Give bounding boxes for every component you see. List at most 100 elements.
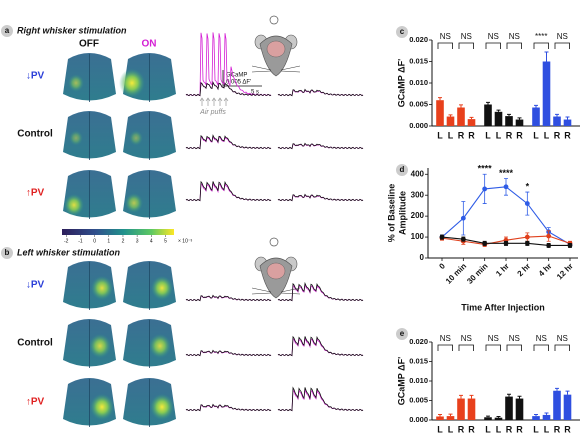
bar	[484, 417, 492, 420]
air-puff-arrow	[211, 97, 217, 106]
row-label: Control	[17, 338, 53, 349]
y-axis-label: GCaMP ΔF'	[396, 59, 406, 107]
x-tick-label: L	[448, 130, 454, 140]
trace	[277, 193, 364, 202]
bar	[494, 417, 503, 420]
point	[482, 186, 488, 192]
trace	[277, 88, 364, 97]
significance-label: NS	[557, 32, 568, 41]
row-label: ↓PV	[26, 280, 45, 291]
bar	[467, 398, 476, 420]
error-bar	[486, 415, 490, 418]
on-label: ON	[142, 39, 157, 50]
bar	[542, 61, 551, 126]
y-tick-label: 0.000	[409, 415, 428, 424]
error-bar	[496, 415, 501, 418]
significance-label: NS	[440, 32, 451, 41]
error-bar	[469, 394, 474, 399]
x-tick-label: R	[564, 424, 571, 434]
point	[524, 201, 530, 206]
activity-spot	[91, 275, 113, 301]
significance-bracket	[533, 42, 549, 49]
significance-bracket	[554, 344, 570, 351]
activity-spot	[90, 393, 114, 421]
objective	[269, 15, 279, 25]
x-tick-label: L	[533, 130, 539, 140]
x-tick-label: 4 hr	[537, 262, 554, 279]
bar	[467, 119, 476, 126]
bar	[457, 107, 465, 126]
point	[439, 234, 445, 240]
bar	[553, 116, 561, 126]
significance-bracket	[437, 344, 453, 351]
significance-label: NS	[488, 334, 499, 343]
colorbar-tick-label: 5	[164, 238, 167, 244]
point	[524, 240, 530, 246]
error-bar	[448, 114, 453, 117]
objective	[269, 237, 279, 247]
bar	[515, 119, 524, 126]
error-bar	[448, 413, 453, 417]
trace	[277, 283, 364, 302]
bar	[436, 100, 444, 126]
panel-letter: b	[5, 248, 10, 257]
point	[460, 236, 466, 242]
trace	[277, 388, 364, 412]
colorbar-tick-label: 4	[150, 238, 153, 244]
x-tick-label: L	[437, 130, 443, 140]
point	[503, 184, 509, 190]
y-tick-label: 0.010	[409, 376, 428, 385]
whiskers	[251, 65, 301, 73]
x-tick-label: 10 min	[444, 261, 468, 285]
colorbar-tick-label: 1	[107, 238, 110, 244]
x-tick-label: L	[437, 424, 443, 434]
point	[460, 215, 466, 221]
trace	[185, 81, 272, 97]
significance-label: NS	[461, 334, 472, 343]
error-bar	[517, 117, 522, 120]
bar	[563, 119, 572, 126]
trace	[185, 180, 272, 202]
point	[503, 240, 509, 246]
air-puff-arrow	[223, 97, 229, 106]
point	[546, 243, 552, 248]
x-axis-label: Time After Injection	[461, 302, 545, 312]
off-label: OFF	[79, 39, 99, 50]
y-tick-label: 0.015	[409, 356, 428, 365]
y-tick-label: 300	[411, 190, 425, 199]
x-tick-label: L	[485, 424, 491, 434]
y-axis-label: % of Baseline	[386, 184, 396, 243]
error-bar	[507, 113, 511, 117]
x-tick-label: R	[458, 424, 465, 434]
x-tick-label: R	[468, 424, 475, 434]
y-tick-label: 0.015	[409, 56, 428, 65]
mouse-window	[266, 40, 286, 58]
error-bar	[438, 97, 442, 101]
y-tick-label: 0.000	[409, 121, 428, 130]
air-puff-arrow	[205, 97, 211, 106]
trace	[277, 281, 364, 302]
significance-bracket	[506, 42, 522, 49]
annotation: ****	[478, 164, 493, 174]
significance-bracket	[533, 344, 549, 351]
significance-bracket	[485, 42, 501, 49]
air-puff-arrow	[217, 97, 223, 106]
error-bar	[459, 104, 463, 108]
significance-label: NS	[509, 32, 520, 41]
error-bar	[565, 116, 570, 120]
bar	[505, 396, 513, 420]
activity-spot	[64, 194, 84, 216]
trace	[277, 335, 364, 357]
y-tick-label: 100	[411, 232, 425, 241]
bar	[457, 398, 465, 420]
panel-badge	[396, 328, 408, 340]
error-bar	[438, 414, 442, 417]
error-bar	[555, 387, 559, 391]
significance-bracket	[506, 344, 522, 351]
y-axis-label: Amplitude	[397, 191, 407, 235]
colorbar-tick-label: 3	[136, 238, 139, 244]
trace	[185, 134, 272, 150]
x-tick-label: R	[468, 130, 475, 140]
x-tick-label: L	[496, 424, 502, 434]
